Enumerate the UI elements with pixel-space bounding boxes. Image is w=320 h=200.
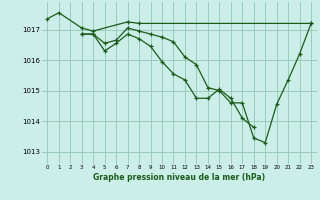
X-axis label: Graphe pression niveau de la mer (hPa): Graphe pression niveau de la mer (hPa) bbox=[93, 173, 265, 182]
